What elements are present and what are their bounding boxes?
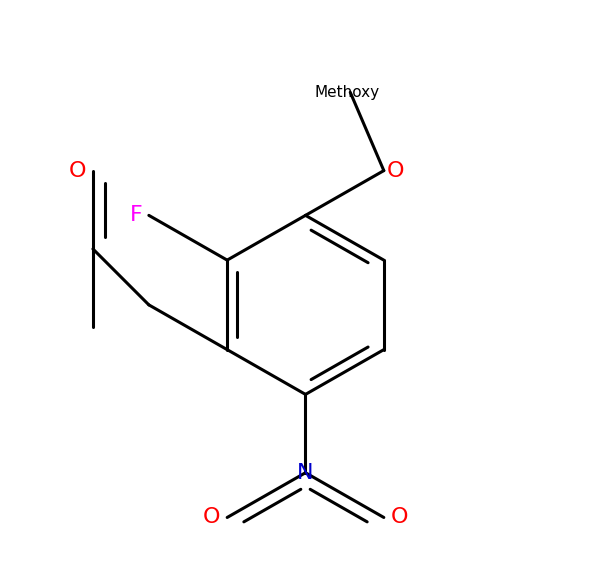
Text: N: N	[297, 463, 314, 483]
Text: O: O	[390, 507, 408, 528]
Text: F: F	[130, 205, 142, 225]
Text: Methoxy: Methoxy	[315, 85, 380, 100]
Text: O: O	[387, 160, 404, 181]
Text: O: O	[203, 507, 221, 528]
Text: O: O	[68, 160, 86, 181]
